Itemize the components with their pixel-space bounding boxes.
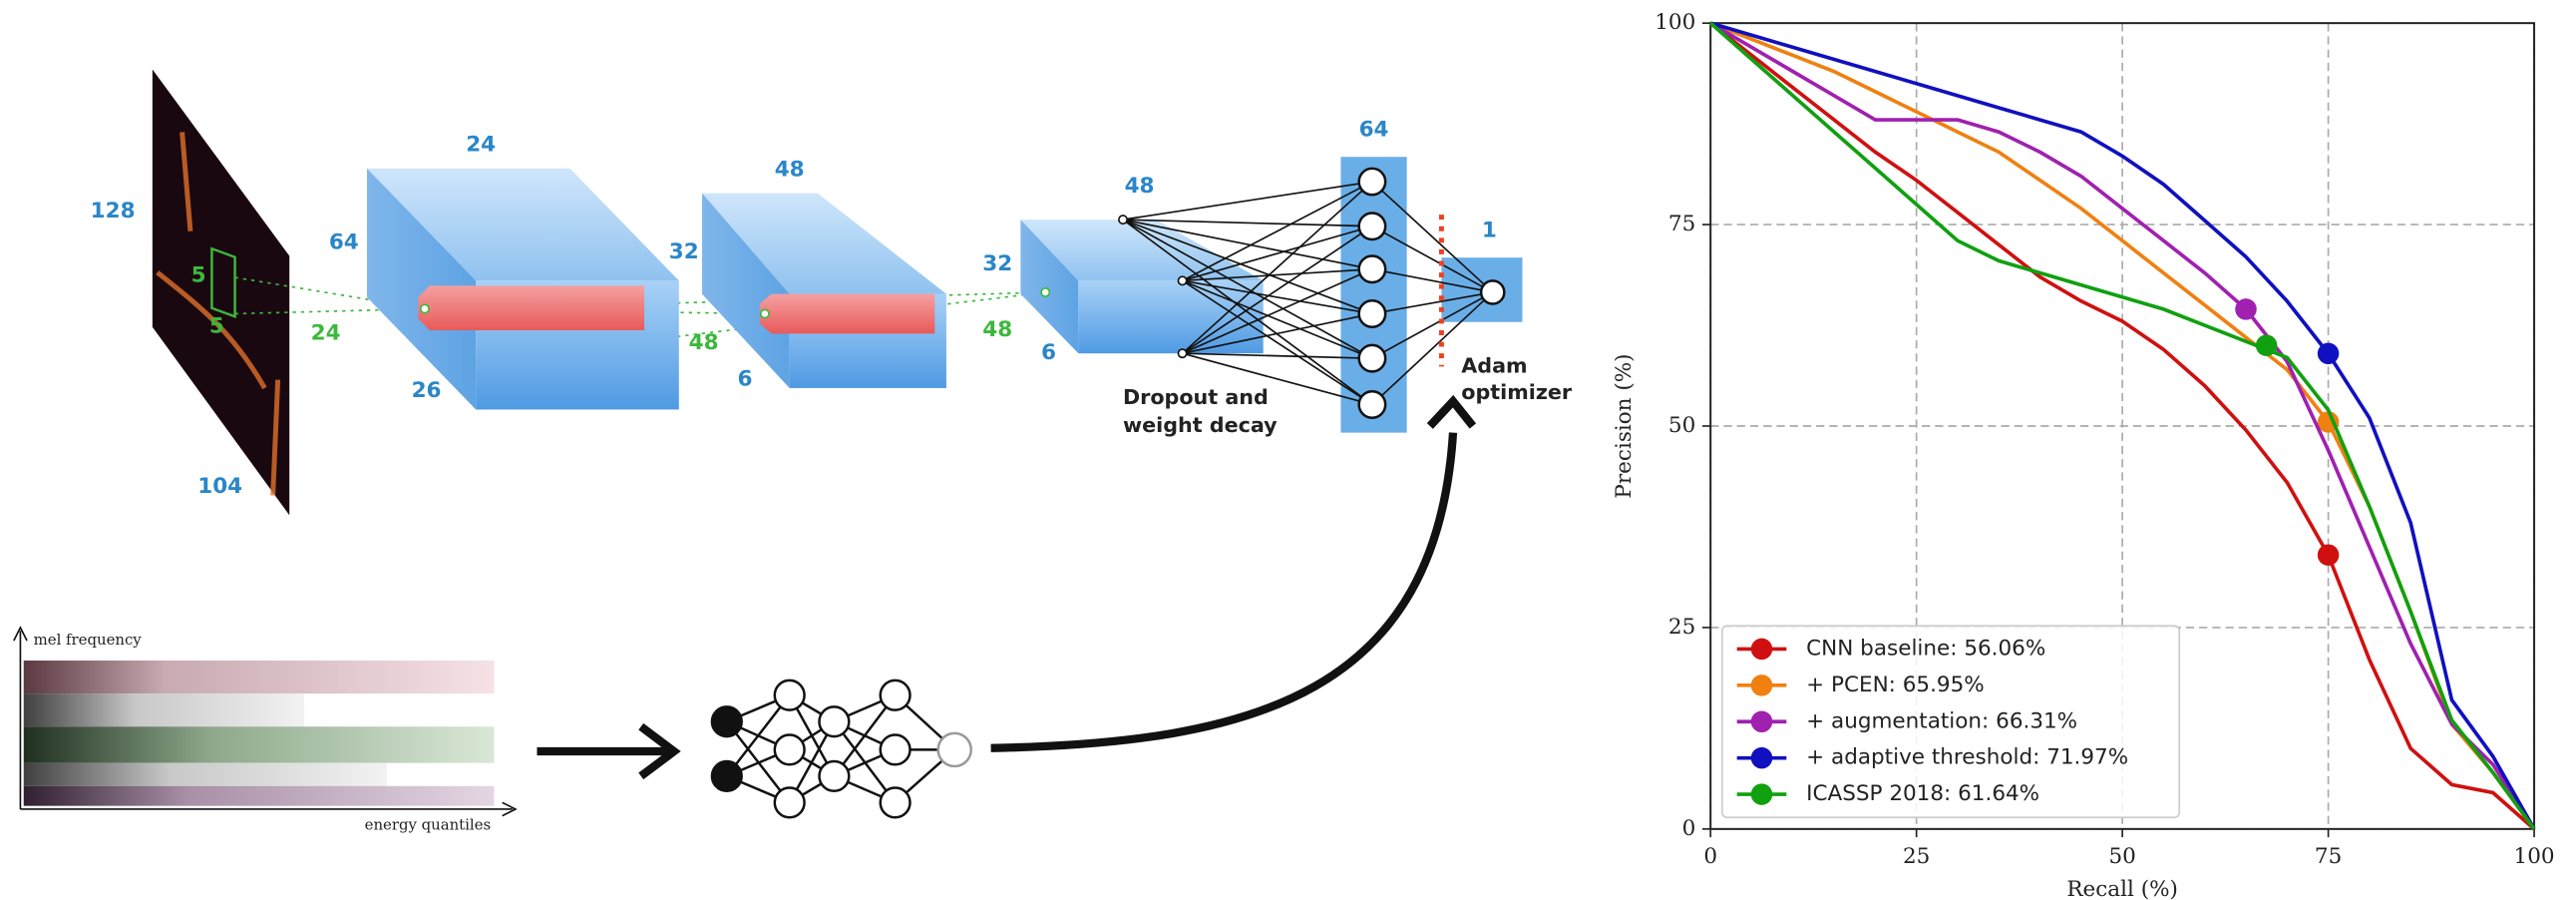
label: Dropout and: [1123, 385, 1269, 409]
legend-marker: [1751, 675, 1773, 696]
label: 48: [689, 330, 719, 355]
label: 32: [982, 251, 1012, 276]
label: 26: [412, 378, 442, 403]
label: optimizer: [1461, 380, 1573, 404]
small-network: [712, 680, 971, 817]
node: [1359, 214, 1385, 239]
label: 1: [1482, 219, 1497, 243]
diagram: 128 104 5 5 24 24 64 26 48 32 6 48 48 32…: [14, 70, 1573, 834]
x-axis-label: Recall (%): [2066, 877, 2178, 900]
feature-bar: [760, 294, 934, 334]
label: 6: [1041, 340, 1056, 365]
label: 5: [191, 262, 206, 287]
label: 6: [738, 367, 753, 392]
marker: [2318, 343, 2340, 365]
legend-label: CNN baseline: 56.06%: [1806, 636, 2045, 661]
arrow: [991, 433, 1453, 748]
y-tick-label: 0: [1682, 816, 1696, 841]
node: [421, 304, 429, 312]
legend-label: ICASSP 2018: 61.64%: [1806, 781, 2039, 806]
label: 24: [466, 133, 496, 158]
legend-label: + PCEN: 65.95%: [1806, 673, 1985, 697]
label: 64: [1359, 118, 1389, 143]
node: [1359, 169, 1385, 195]
label: 64: [329, 229, 359, 254]
node: [1481, 280, 1504, 303]
node: [819, 761, 849, 791]
label: 104: [197, 474, 242, 499]
x-tick-label: 0: [1703, 844, 1717, 869]
quantile-band: [24, 661, 495, 693]
node: [881, 680, 911, 710]
label: mel frequency: [34, 631, 143, 649]
legend-marker: [1751, 639, 1773, 661]
node: [1359, 256, 1385, 282]
node: [1178, 276, 1186, 284]
legend-label: + adaptive threshold: 71.97%: [1806, 745, 2128, 770]
marker: [2256, 334, 2278, 356]
node: [938, 733, 971, 766]
y-axis-label: Precision (%): [1612, 353, 1637, 498]
label: energy quantiles: [365, 816, 491, 834]
label: 48: [1125, 174, 1155, 199]
label: 5: [209, 314, 224, 339]
node: [761, 309, 769, 317]
y-tick-label: 50: [1668, 413, 1695, 438]
x-tick-label: 100: [2514, 844, 2555, 869]
marker: [2235, 298, 2257, 320]
feature-bar: [418, 285, 644, 330]
node: [712, 761, 742, 791]
legend-marker: [1751, 783, 1773, 805]
node: [1359, 300, 1385, 326]
node: [712, 706, 742, 736]
arrow: [537, 726, 673, 776]
label: 32: [669, 239, 699, 264]
page: {"diagram": {"labels": ["128", "104", "5…: [0, 0, 2576, 900]
label: Adam: [1461, 353, 1527, 377]
node: [881, 734, 911, 764]
node: [1119, 216, 1127, 224]
marker: [2318, 544, 2340, 566]
node: [1359, 345, 1385, 371]
y-tick-label: 25: [1668, 615, 1695, 640]
label: 48: [775, 157, 805, 182]
label: 48: [982, 317, 1012, 342]
arrow-head: [1430, 401, 1473, 426]
quantile-band: [24, 786, 495, 806]
legend-label: + augmentation: 66.31%: [1806, 708, 2077, 733]
node: [819, 706, 849, 736]
spectrogram: [153, 70, 289, 516]
label: weight decay: [1123, 413, 1278, 437]
quantile-band: [24, 693, 304, 726]
figure: 128 104 5 5 24 24 64 26 48 32 6 48 48 32…: [0, 0, 2576, 900]
quantile-band: [24, 763, 387, 786]
node: [775, 787, 805, 817]
label: 128: [91, 199, 136, 224]
y-tick-label: 100: [1655, 10, 1695, 35]
node: [775, 734, 805, 764]
label: 24: [311, 320, 341, 345]
node: [1041, 288, 1049, 296]
node: [1178, 349, 1186, 357]
y-tick-label: 75: [1668, 212, 1695, 236]
legend-marker: [1751, 747, 1773, 769]
quantile-band: [24, 726, 495, 762]
x-tick-label: 50: [2108, 844, 2135, 869]
node: [1359, 391, 1385, 417]
node: [881, 787, 911, 817]
legend-marker: [1751, 710, 1773, 732]
node: [775, 680, 805, 710]
chart: 0 25 50 75 100 0 25 50 75 100 Recall (%) Precision …: [1612, 10, 2554, 900]
x-tick-label: 25: [1903, 844, 1930, 869]
x-tick-label: 75: [2315, 844, 2342, 869]
